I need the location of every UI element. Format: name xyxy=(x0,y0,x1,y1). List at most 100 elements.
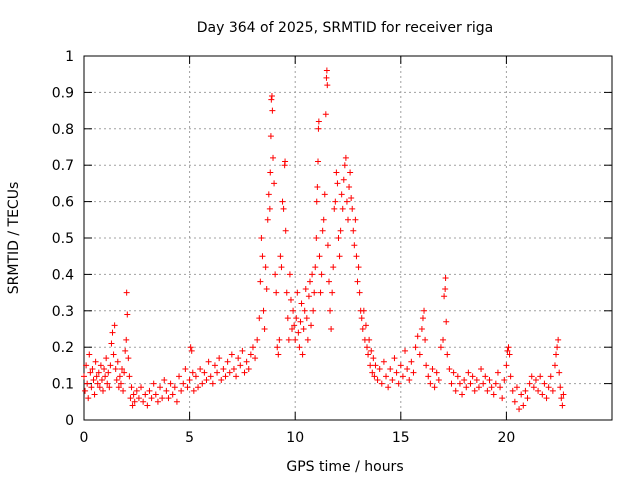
data-point xyxy=(429,366,436,373)
data-point xyxy=(465,369,472,376)
data-point xyxy=(346,184,353,191)
data-point xyxy=(313,198,320,205)
data-point xyxy=(125,355,132,362)
data-point xyxy=(304,336,311,343)
data-point xyxy=(291,322,298,329)
data-point xyxy=(444,351,451,358)
data-point xyxy=(532,376,539,383)
y-tick-labels: 0 0.1 0.2 0.3 0.4 0.5 0.6 0.7 0.8 0.9 1 xyxy=(52,49,74,429)
data-point xyxy=(269,107,276,114)
data-point xyxy=(237,362,244,369)
data-point xyxy=(358,315,365,322)
data-point xyxy=(247,351,254,358)
data-point xyxy=(325,278,332,285)
data-point xyxy=(224,358,231,365)
data-point xyxy=(245,366,252,373)
data-point xyxy=(127,395,134,402)
data-point xyxy=(292,336,299,343)
data-point xyxy=(376,366,383,373)
data-point xyxy=(90,376,97,383)
data-point xyxy=(187,344,194,351)
data-point xyxy=(83,362,90,369)
data-point xyxy=(504,347,511,354)
data-point xyxy=(157,384,164,391)
data-point xyxy=(235,355,242,362)
data-point xyxy=(374,376,381,383)
data-point xyxy=(332,198,339,205)
data-point xyxy=(130,391,137,398)
data-point xyxy=(110,351,117,358)
x-tick-label: 5 xyxy=(185,430,194,446)
data-point xyxy=(115,384,122,391)
data-point xyxy=(402,347,409,354)
data-point xyxy=(123,289,130,296)
data-point xyxy=(423,362,430,369)
data-point xyxy=(494,369,501,376)
data-point xyxy=(176,373,183,380)
data-point xyxy=(287,296,294,303)
data-point xyxy=(105,369,112,376)
data-point xyxy=(359,326,366,332)
data-point xyxy=(300,326,307,332)
data-point xyxy=(365,351,372,358)
data-point xyxy=(404,366,411,373)
data-point xyxy=(87,369,94,376)
data-point xyxy=(299,351,306,358)
data-point xyxy=(195,384,202,391)
data-point xyxy=(503,362,510,369)
data-point xyxy=(410,369,417,376)
data-point xyxy=(117,380,124,387)
data-point xyxy=(535,387,542,394)
data-point xyxy=(547,373,554,380)
data-point xyxy=(452,387,459,394)
data-point xyxy=(254,336,261,343)
data-point xyxy=(334,180,341,187)
data-point xyxy=(274,344,281,351)
data-point xyxy=(389,376,396,383)
data-point xyxy=(142,391,149,398)
data-point xyxy=(347,169,354,176)
data-point xyxy=(463,384,470,391)
x-axis-label: GPS time / hours xyxy=(286,459,403,475)
data-point xyxy=(180,380,187,387)
data-point xyxy=(161,376,168,383)
data-point xyxy=(478,366,485,373)
data-point xyxy=(349,205,356,212)
data-point xyxy=(150,380,157,387)
data-point xyxy=(427,380,434,387)
data-point xyxy=(133,387,140,394)
data-point xyxy=(506,351,513,358)
data-point xyxy=(261,326,268,332)
data-point xyxy=(560,391,567,398)
data-point xyxy=(369,369,376,376)
data-point xyxy=(431,384,438,391)
data-point xyxy=(362,322,369,329)
data-point xyxy=(88,384,95,391)
data-point xyxy=(144,402,151,409)
y-tick-label: 0.4 xyxy=(52,267,74,283)
data-point xyxy=(366,336,373,343)
data-point xyxy=(314,184,321,191)
data-point xyxy=(309,271,316,278)
data-point xyxy=(275,351,282,358)
data-point xyxy=(95,369,102,376)
data-point xyxy=(119,366,126,373)
data-point xyxy=(294,289,301,296)
data-point xyxy=(343,198,350,205)
data-point xyxy=(263,285,270,292)
chart-title: Day 364 of 2025, SRMTID for receiver rig… xyxy=(197,20,494,36)
data-point xyxy=(348,194,355,201)
data-point xyxy=(501,376,508,383)
data-point xyxy=(497,384,504,391)
data-point xyxy=(339,205,346,212)
data-point xyxy=(360,307,367,314)
data-point xyxy=(354,278,361,285)
data-point xyxy=(556,369,563,376)
x-tick-label: 0 xyxy=(80,430,89,446)
data-point xyxy=(218,376,225,383)
data-point xyxy=(112,366,119,373)
data-point xyxy=(305,293,312,300)
data-point xyxy=(473,376,480,383)
data-point xyxy=(351,242,358,249)
